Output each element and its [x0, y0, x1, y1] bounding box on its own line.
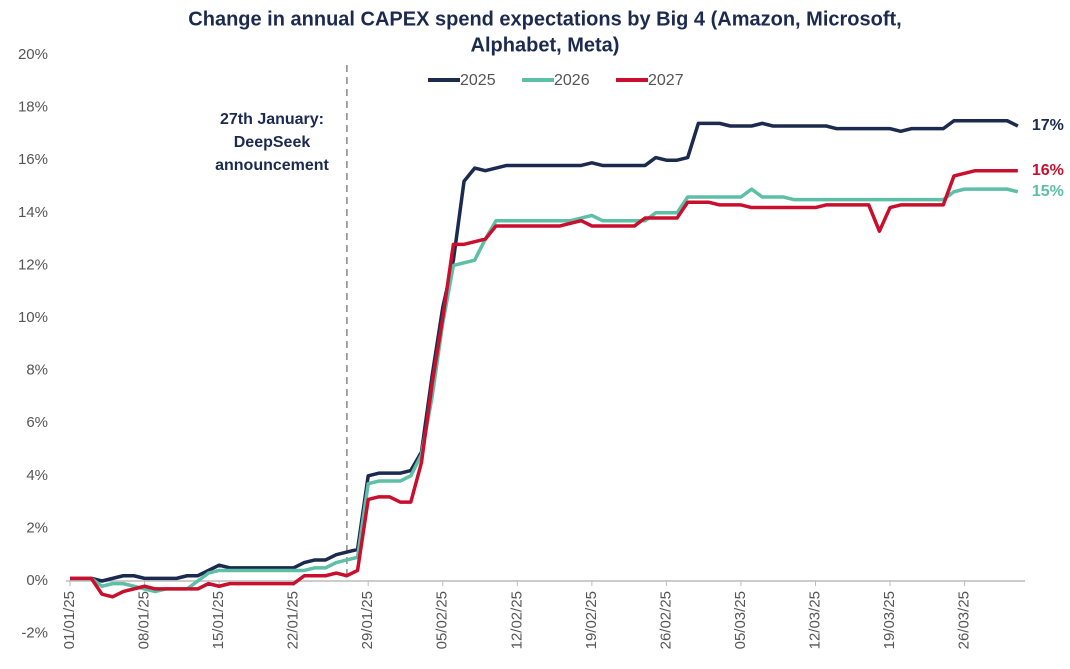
y-tick-label: 18% [18, 99, 48, 116]
y-tick-label: 8% [26, 362, 48, 379]
annotation-text: announcement [215, 157, 329, 174]
legend-label: 2027 [648, 72, 684, 89]
annotation-text: 27th January: [220, 111, 324, 128]
end-label: 15% [1032, 183, 1064, 200]
x-tick-label: 22/01/25 [285, 591, 302, 649]
x-tick-label: 19/02/25 [583, 591, 600, 649]
series-line [70, 187, 1019, 594]
series-line [70, 119, 1019, 583]
y-tick-label: -2% [21, 625, 48, 642]
x-tick-label: 08/01/25 [136, 591, 153, 649]
y-tick-label: 0% [26, 572, 48, 589]
end-label: 17% [1032, 117, 1064, 134]
x-tick-label: 12/03/25 [806, 591, 823, 649]
chart-title: Alphabet, Meta) [471, 34, 620, 56]
x-tick-label: 26/02/25 [657, 591, 674, 649]
y-tick-label: 2% [26, 519, 48, 536]
end-label: 16% [1032, 162, 1064, 179]
x-tick-label: 05/02/25 [434, 591, 451, 649]
y-tick-label: 20% [18, 46, 48, 63]
y-tick-label: 12% [18, 256, 48, 273]
y-tick-label: 6% [26, 414, 48, 431]
x-tick-label: 05/03/25 [732, 591, 749, 649]
x-tick-label: 29/01/25 [359, 591, 376, 649]
y-tick-label: 16% [18, 151, 48, 168]
y-tick-label: 4% [26, 467, 48, 484]
legend-label: 2026 [554, 72, 590, 89]
y-tick-label: 10% [18, 309, 48, 326]
x-tick-label: 12/02/25 [508, 591, 525, 649]
x-tick-label: 26/03/25 [956, 591, 973, 649]
x-tick-label: 01/01/25 [61, 591, 78, 649]
chart-title: Change in annual CAPEX spend expectation… [188, 8, 901, 30]
x-tick-label: 15/01/25 [210, 591, 227, 649]
y-tick-label: 14% [18, 204, 48, 221]
annotation-text: DeepSeek [234, 134, 311, 151]
series-line [70, 168, 1018, 599]
legend-label: 2025 [460, 72, 496, 89]
x-tick-label: 19/03/25 [881, 591, 898, 649]
